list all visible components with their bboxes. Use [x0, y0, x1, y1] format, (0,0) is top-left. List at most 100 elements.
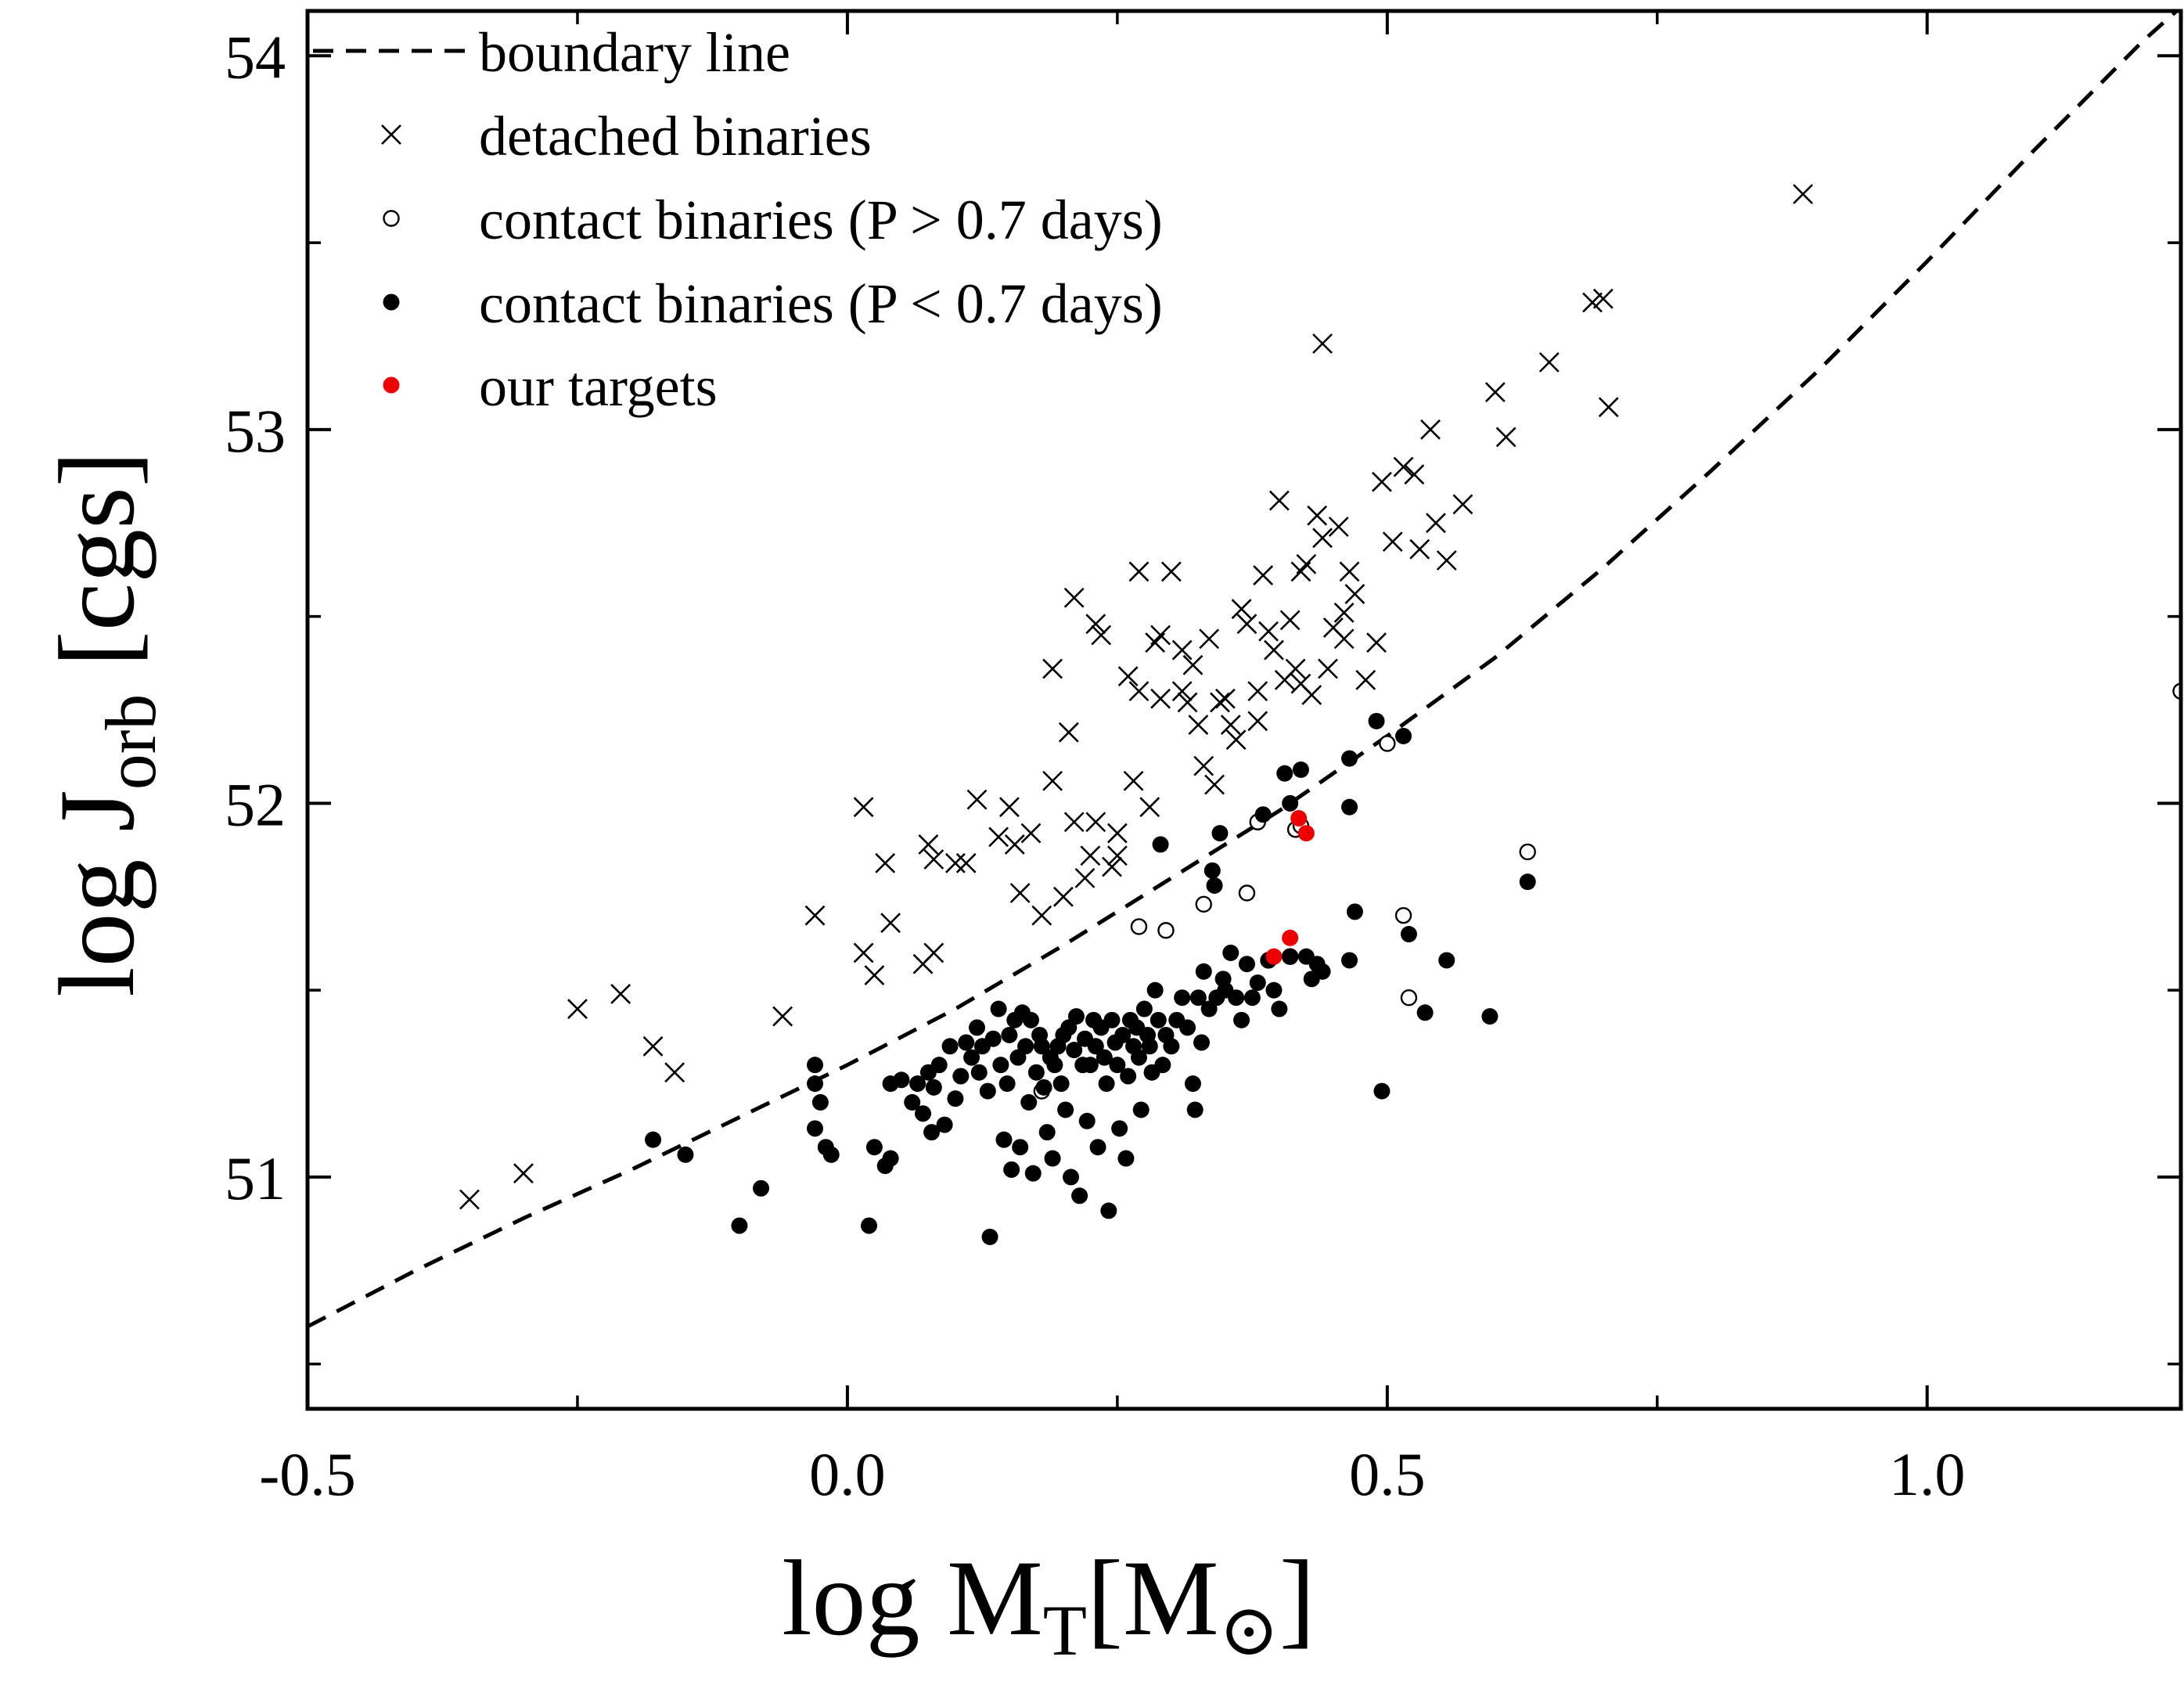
data-point: [1297, 825, 1315, 842]
data-point: [1042, 770, 1063, 791]
data-point: [984, 1030, 1002, 1047]
data-point: [1368, 712, 1385, 729]
data-point: [1071, 1187, 1088, 1205]
data-point: [923, 849, 944, 870]
data-point: [1290, 809, 1308, 826]
data-point: [1481, 1008, 1499, 1025]
data-point: [1052, 1075, 1070, 1093]
data-point: [1085, 812, 1106, 833]
data-point: [1035, 1079, 1052, 1096]
data-point: [1268, 490, 1290, 511]
data-point: [955, 852, 977, 873]
data-point: [1046, 1057, 1063, 1074]
data-point: [1031, 905, 1052, 926]
data-point: [915, 1105, 932, 1122]
data-point: [1282, 948, 1299, 965]
data-point: [1236, 614, 1258, 635]
data-point: [1152, 836, 1169, 853]
data-point: [1163, 1038, 1180, 1055]
data-point: [677, 1146, 694, 1163]
data-point: [1211, 825, 1229, 842]
data-point: [853, 797, 874, 818]
data-point: [1103, 1011, 1121, 1028]
data-point: [1171, 639, 1193, 661]
data-point: [1582, 292, 1603, 313]
data-point: [1132, 1101, 1150, 1118]
y-axis-label-unit: [cgs]: [37, 451, 157, 693]
data-point: [1247, 711, 1268, 732]
data-point: [925, 1079, 942, 1096]
data-point: [1106, 823, 1128, 844]
data-point: [1020, 823, 1042, 844]
data-point: [1087, 1038, 1104, 1055]
data-point: [807, 1075, 824, 1093]
sun-symbol: ⊙: [1219, 1590, 1279, 1670]
legend-swatch: [383, 376, 400, 394]
data-point: [966, 789, 988, 810]
data-point: [970, 1064, 988, 1081]
data-point: [1282, 794, 1299, 812]
x-tick-label: 1.0: [1889, 1440, 1966, 1508]
data-point: [811, 1093, 829, 1111]
data-point: [904, 1093, 921, 1111]
data-point: [1117, 666, 1139, 686]
data-point: [882, 1150, 899, 1167]
data-point: [610, 984, 631, 1004]
data-point: [1089, 1139, 1106, 1156]
data-point: [642, 1035, 664, 1057]
data-point: [1538, 351, 1560, 373]
data-point: [918, 834, 939, 855]
data-point: [1231, 599, 1252, 619]
data-point: [1081, 1057, 1099, 1074]
data-point: [1100, 1202, 1117, 1219]
x-axis-label-main: log M: [782, 1538, 1043, 1658]
data-point: [1404, 464, 1425, 485]
data-point: [1296, 553, 1317, 574]
legend-label: our targets: [479, 355, 718, 418]
data-point: [1328, 517, 1349, 537]
legend-swatch: [383, 210, 400, 227]
data-point: [1339, 561, 1360, 582]
data-point: [1102, 856, 1122, 877]
data-point: [1265, 948, 1283, 965]
legend-item-boundary: boundary line: [313, 21, 790, 84]
legend: boundary line detached binaries contact bi…: [313, 21, 1163, 418]
data-point: [1379, 735, 1396, 752]
data-point: [1098, 1075, 1115, 1093]
data-point: [1044, 1150, 1061, 1167]
data-point: [1264, 639, 1284, 661]
legend-item-contact-long: contact binaries (P > 0.7 days): [383, 189, 1163, 251]
legend-item-detached: detached binaries: [381, 105, 872, 167]
data-point: [1519, 843, 1536, 861]
data-point: [1188, 715, 1209, 736]
data-point: [1373, 1082, 1391, 1100]
legend-label: detached binaries: [479, 105, 872, 167]
data-point: [1195, 963, 1212, 980]
x-axis-label-bracket: [M: [1087, 1538, 1219, 1658]
data-point: [1366, 632, 1387, 653]
data-point: [1382, 531, 1403, 553]
data-point: [865, 1139, 883, 1156]
data-point: [1085, 614, 1106, 635]
data-point: [1063, 812, 1085, 833]
data-point: [1150, 688, 1171, 709]
data-point: [1189, 989, 1207, 1007]
data-point: [1426, 513, 1446, 534]
data-point: [981, 1228, 998, 1245]
data-point: [1400, 926, 1417, 943]
data-point: [753, 1179, 770, 1197]
data-point: [1057, 1101, 1074, 1118]
data-point: [1174, 989, 1191, 1007]
data-point: [944, 852, 966, 873]
data-point: [1333, 628, 1355, 650]
legend-swatch: [383, 294, 400, 311]
data-point: [1793, 184, 1813, 204]
x-tick-label: 0.5: [1349, 1440, 1426, 1508]
data-point: [1318, 658, 1338, 679]
data-point: [1130, 1049, 1147, 1066]
series-detached-binaries: [459, 184, 1813, 1210]
plot-frame: [305, 9, 2183, 1411]
data-point: [1171, 681, 1193, 702]
legend-swatch: [381, 124, 401, 145]
